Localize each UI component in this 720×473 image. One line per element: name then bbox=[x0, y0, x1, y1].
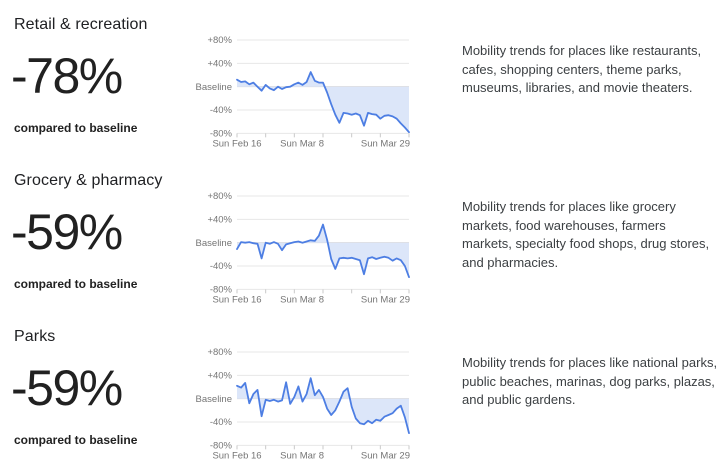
percent-change-value: -59% bbox=[11, 204, 123, 260]
y-axis-label: Baseline bbox=[196, 394, 232, 405]
trend-line bbox=[236, 71, 410, 134]
section-retail-recreation: Retail & recreation -78% compared to bas… bbox=[0, 0, 720, 156]
y-axis-label: +40% bbox=[207, 59, 232, 70]
trend-line bbox=[236, 223, 410, 278]
baseline-caption: compared to baseline bbox=[14, 433, 138, 447]
x-axis-label: Sun Mar 8 bbox=[280, 294, 324, 305]
x-axis-label: Sun Mar 29 bbox=[361, 450, 410, 461]
percent-change-value: -59% bbox=[11, 360, 123, 416]
baseline-caption: compared to baseline bbox=[14, 277, 138, 291]
trend-line bbox=[236, 377, 410, 434]
x-axis-label: Sun Mar 29 bbox=[361, 138, 410, 149]
x-axis-label: Sun Feb 16 bbox=[212, 294, 261, 305]
x-axis-label: Sun Mar 8 bbox=[280, 138, 324, 149]
y-axis-label: -40% bbox=[210, 261, 233, 272]
y-axis-label: -80% bbox=[210, 441, 233, 452]
grocery-mobility-chart: +80% +40% Baseline -40% -80%Sun Feb 16 Sun Ma… bbox=[196, 191, 410, 305]
area-fill bbox=[237, 72, 409, 133]
section-description: Mobility trends for places like national… bbox=[462, 355, 718, 407]
section-description: Mobility trends for places like grocery m… bbox=[462, 199, 710, 270]
section-parks: Parks -59% compared to baseline +80% +40%… bbox=[0, 312, 720, 468]
x-axis-label: Sun Feb 16 bbox=[212, 450, 261, 461]
y-axis-label: +40% bbox=[207, 215, 232, 226]
y-axis-label: Baseline bbox=[196, 82, 232, 93]
y-axis-label: +80% bbox=[207, 347, 232, 358]
area-fill bbox=[237, 378, 409, 434]
retail-mobility-chart: +80% +40% Baseline -40% -80%Sun Feb 16 Sun Ma… bbox=[196, 35, 410, 149]
section-title: Parks bbox=[14, 328, 56, 345]
y-axis-label: +80% bbox=[207, 191, 232, 202]
x-axis-label: Sun Feb 16 bbox=[212, 138, 261, 149]
y-axis-label: -40% bbox=[210, 417, 233, 428]
y-axis-label: +80% bbox=[207, 35, 232, 46]
y-axis-label: Baseline bbox=[196, 238, 232, 249]
section-description: Mobility trends for places like restaura… bbox=[462, 43, 702, 95]
x-axis-label: Sun Mar 29 bbox=[361, 294, 410, 305]
y-axis-label: +40% bbox=[207, 371, 232, 382]
y-axis-label: -80% bbox=[210, 285, 233, 296]
section-grocery-pharmacy: Grocery & pharmacy -59% compared to base… bbox=[0, 156, 720, 312]
section-title: Grocery & pharmacy bbox=[14, 172, 163, 189]
y-axis-label: -80% bbox=[210, 129, 233, 140]
baseline-caption: compared to baseline bbox=[14, 121, 138, 135]
y-axis-label: -40% bbox=[210, 105, 233, 116]
section-title: Retail & recreation bbox=[14, 16, 148, 33]
parks-mobility-chart: +80% +40% Baseline -40% -80%Sun Feb 16 Sun Ma… bbox=[196, 347, 410, 461]
x-axis-label: Sun Mar 8 bbox=[280, 450, 324, 461]
percent-change-value: -78% bbox=[11, 48, 123, 104]
